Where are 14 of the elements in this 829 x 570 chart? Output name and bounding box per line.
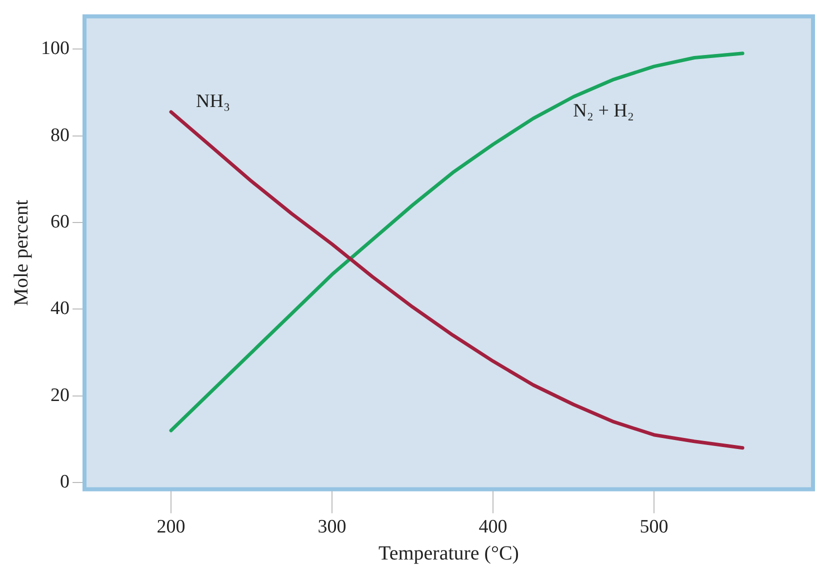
y-tick-label: 100 <box>41 38 70 60</box>
y-axis-title: Mole percent <box>10 199 32 306</box>
y-tick-label: 60 <box>50 211 70 232</box>
y-tick-label: 40 <box>50 298 70 320</box>
y-tick-label: 20 <box>50 384 70 406</box>
x-tick-label: 400 <box>478 516 508 538</box>
x-tick-label: 300 <box>318 516 346 538</box>
x-tick-label: 500 <box>640 516 668 538</box>
x-tick-label: 200 <box>156 516 186 538</box>
y-tick-label: 0 <box>60 472 70 493</box>
x-axis-title: Temperature (°C) <box>378 542 519 564</box>
series-label: N₂ + H₂ <box>573 100 634 122</box>
y-tick-label: 80 <box>50 124 70 146</box>
series-label: NH₃ <box>196 90 230 112</box>
